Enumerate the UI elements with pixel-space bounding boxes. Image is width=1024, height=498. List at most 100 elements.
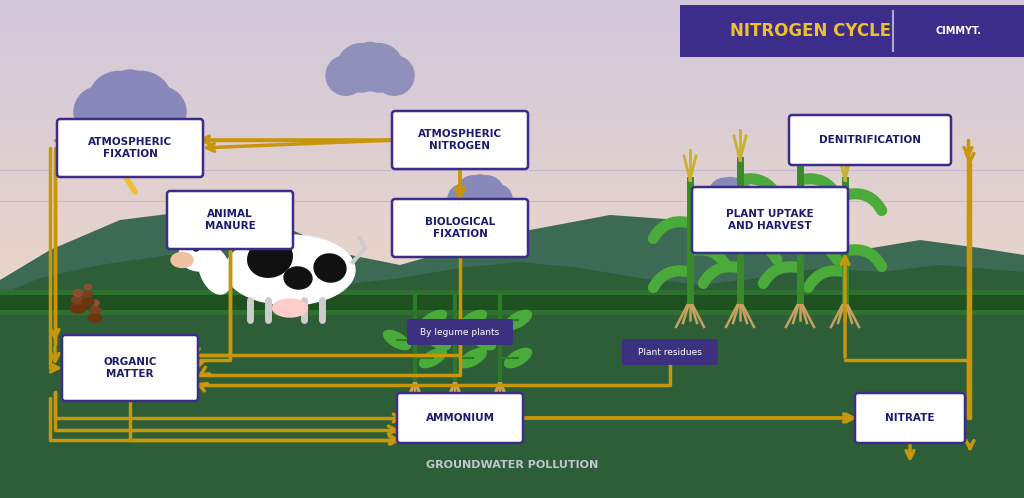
Bar bbox=[0, 35, 1024, 39]
Bar bbox=[0, 186, 1024, 190]
FancyArrowPatch shape bbox=[692, 194, 727, 211]
Circle shape bbox=[109, 70, 151, 112]
FancyArrowPatch shape bbox=[692, 249, 727, 266]
FancyArrowPatch shape bbox=[742, 243, 777, 259]
Text: ATMOSPHERIC
NITROGEN: ATMOSPHERIC NITROGEN bbox=[418, 129, 502, 151]
Bar bbox=[0, 70, 1024, 74]
Bar bbox=[0, 85, 1024, 89]
Bar bbox=[0, 105, 1024, 109]
Bar bbox=[0, 488, 1024, 491]
Ellipse shape bbox=[225, 235, 355, 305]
Text: CIMMYT.: CIMMYT. bbox=[936, 26, 982, 36]
Bar bbox=[0, 31, 1024, 35]
Bar bbox=[0, 474, 1024, 478]
Ellipse shape bbox=[284, 267, 312, 289]
Bar bbox=[0, 229, 1024, 233]
Bar bbox=[0, 209, 1024, 213]
Text: ORGANIC
MATTER: ORGANIC MATTER bbox=[103, 357, 157, 379]
Circle shape bbox=[483, 185, 512, 214]
Bar bbox=[0, 135, 1024, 139]
FancyBboxPatch shape bbox=[167, 191, 293, 249]
Bar bbox=[0, 81, 1024, 85]
Bar bbox=[0, 256, 1024, 259]
Circle shape bbox=[193, 245, 199, 251]
FancyArrowPatch shape bbox=[848, 249, 882, 266]
Bar bbox=[0, 116, 1024, 120]
Bar bbox=[0, 27, 1024, 31]
Bar bbox=[0, 58, 1024, 62]
FancyBboxPatch shape bbox=[397, 393, 523, 443]
Bar bbox=[0, 430, 1024, 433]
Bar bbox=[0, 139, 1024, 143]
Text: Plant residues: Plant residues bbox=[638, 348, 701, 357]
Text: NITROGEN CYCLE: NITROGEN CYCLE bbox=[730, 22, 891, 40]
Bar bbox=[0, 205, 1024, 209]
Ellipse shape bbox=[469, 330, 496, 350]
Bar bbox=[0, 244, 1024, 248]
Text: ATMOSPHERIC
FIXATION: ATMOSPHERIC FIXATION bbox=[88, 137, 172, 159]
Bar bbox=[0, 62, 1024, 66]
Bar bbox=[0, 54, 1024, 58]
FancyBboxPatch shape bbox=[392, 199, 528, 257]
Bar bbox=[0, 259, 1024, 263]
Bar bbox=[0, 295, 1024, 310]
Bar bbox=[0, 43, 1024, 46]
Bar bbox=[0, 298, 1024, 302]
Bar bbox=[0, 290, 1024, 315]
Bar bbox=[0, 167, 1024, 170]
Bar bbox=[0, 481, 1024, 485]
Ellipse shape bbox=[91, 300, 99, 306]
Bar bbox=[0, 151, 1024, 155]
Circle shape bbox=[326, 56, 366, 95]
Bar bbox=[0, 271, 1024, 275]
Ellipse shape bbox=[88, 314, 101, 322]
Bar bbox=[0, 113, 1024, 116]
Bar bbox=[0, 163, 1024, 167]
FancyArrowPatch shape bbox=[848, 194, 882, 211]
Bar bbox=[0, 109, 1024, 113]
FancyArrowPatch shape bbox=[803, 179, 837, 196]
Bar bbox=[0, 447, 1024, 450]
Ellipse shape bbox=[199, 246, 231, 294]
FancyArrowPatch shape bbox=[703, 267, 737, 283]
Bar bbox=[0, 267, 1024, 271]
Bar bbox=[0, 283, 1024, 287]
Bar bbox=[0, 440, 1024, 444]
Bar bbox=[0, 461, 1024, 464]
Ellipse shape bbox=[204, 235, 216, 245]
Circle shape bbox=[449, 185, 477, 214]
FancyArrowPatch shape bbox=[653, 222, 687, 239]
Bar bbox=[0, 213, 1024, 217]
Bar bbox=[0, 46, 1024, 50]
FancyBboxPatch shape bbox=[790, 115, 951, 165]
FancyBboxPatch shape bbox=[855, 393, 965, 443]
Circle shape bbox=[337, 44, 385, 92]
Bar bbox=[0, 97, 1024, 101]
Bar bbox=[0, 275, 1024, 279]
Circle shape bbox=[702, 186, 727, 211]
Circle shape bbox=[456, 176, 492, 211]
Ellipse shape bbox=[505, 310, 531, 330]
Circle shape bbox=[353, 42, 386, 76]
Circle shape bbox=[354, 44, 403, 92]
FancyBboxPatch shape bbox=[57, 119, 203, 177]
Bar bbox=[0, 50, 1024, 54]
Ellipse shape bbox=[89, 307, 100, 313]
Bar bbox=[0, 437, 1024, 440]
Text: DENITRIFICATION: DENITRIFICATION bbox=[819, 135, 921, 145]
Bar bbox=[0, 433, 1024, 437]
Bar bbox=[0, 287, 1024, 291]
FancyBboxPatch shape bbox=[407, 319, 513, 345]
Bar bbox=[0, 248, 1024, 252]
FancyArrowPatch shape bbox=[763, 211, 798, 228]
Bar bbox=[0, 485, 1024, 488]
Bar bbox=[0, 252, 1024, 256]
Bar bbox=[0, 170, 1024, 174]
Bar bbox=[0, 23, 1024, 27]
Bar bbox=[0, 89, 1024, 93]
Bar bbox=[0, 237, 1024, 240]
Bar bbox=[0, 198, 1024, 202]
Bar bbox=[0, 302, 1024, 306]
Bar bbox=[0, 4, 1024, 8]
Ellipse shape bbox=[460, 349, 486, 368]
